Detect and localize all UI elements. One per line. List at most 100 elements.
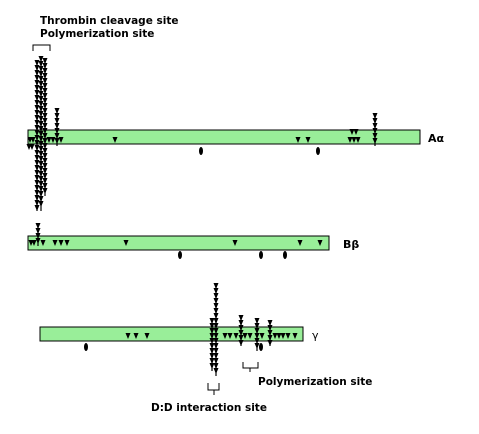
arrow-marker bbox=[54, 108, 60, 114]
arrow-marker bbox=[372, 113, 378, 119]
arrow-marker bbox=[209, 323, 215, 329]
arrow-marker bbox=[42, 58, 48, 64]
arrow-marker bbox=[209, 328, 215, 334]
arrow-marker bbox=[238, 325, 244, 331]
arrow-marker bbox=[38, 91, 44, 97]
arrow-marker bbox=[38, 121, 44, 127]
oval-marker bbox=[84, 343, 88, 351]
arrow-marker bbox=[34, 95, 40, 101]
arrow-marker bbox=[34, 115, 40, 121]
oval-marker bbox=[178, 251, 182, 259]
arrow-marker bbox=[34, 155, 40, 161]
arrow-marker bbox=[38, 81, 44, 87]
arrow-marker bbox=[213, 293, 219, 299]
arrow-marker bbox=[42, 63, 48, 69]
arrow-marker bbox=[292, 333, 298, 339]
oval-marker bbox=[283, 251, 287, 259]
arrow-marker bbox=[34, 60, 40, 66]
arrow-marker bbox=[254, 328, 260, 334]
arrow-marker bbox=[34, 190, 40, 196]
arrow-marker bbox=[233, 333, 239, 339]
a-alpha-chain-label: Aα bbox=[428, 132, 445, 145]
dd-interaction-label: D:D interaction site bbox=[151, 402, 267, 414]
arrow-marker bbox=[42, 188, 48, 194]
arrow-marker bbox=[372, 138, 378, 144]
arrow-marker bbox=[254, 323, 260, 329]
arrow-marker bbox=[38, 176, 44, 182]
arrow-marker bbox=[42, 183, 48, 189]
arrow-marker bbox=[38, 166, 44, 172]
arrow-marker bbox=[213, 303, 219, 309]
arrow-marker bbox=[34, 175, 40, 181]
arrow-marker bbox=[38, 106, 44, 112]
arrow-marker bbox=[34, 195, 40, 201]
arrow-marker bbox=[38, 151, 44, 157]
b-beta-chain-label: Bβ bbox=[343, 238, 359, 251]
arrow-marker bbox=[42, 88, 48, 94]
arrow-marker bbox=[42, 123, 48, 129]
arrow-marker bbox=[254, 318, 260, 324]
arrow-marker bbox=[38, 136, 44, 142]
arrow-marker bbox=[50, 137, 56, 143]
arrow-marker bbox=[38, 181, 44, 187]
arrow-marker bbox=[238, 335, 244, 341]
arrow-marker bbox=[238, 315, 244, 321]
arrow-marker bbox=[42, 93, 48, 99]
arrow-marker bbox=[317, 240, 323, 246]
arrow-marker bbox=[112, 137, 118, 143]
arrow-marker bbox=[54, 123, 60, 129]
arrow-marker bbox=[34, 100, 40, 106]
arrow-marker bbox=[42, 178, 48, 184]
arrow-marker bbox=[242, 333, 248, 339]
arrow-marker bbox=[305, 137, 311, 143]
arrow-marker bbox=[34, 160, 40, 166]
arrow-marker bbox=[42, 73, 48, 79]
arrow-marker bbox=[42, 168, 48, 174]
arrow-marker bbox=[34, 205, 40, 211]
arrow-marker bbox=[372, 133, 378, 139]
arrow-marker bbox=[34, 200, 40, 206]
arrow-marker bbox=[38, 171, 44, 177]
arrow-marker bbox=[209, 363, 215, 369]
arrow-marker bbox=[213, 338, 219, 344]
arrow-marker bbox=[38, 196, 44, 202]
arrow-marker bbox=[29, 144, 35, 150]
thrombin-cleavage-label: Thrombin cleavage site bbox=[40, 15, 178, 27]
arrow-marker bbox=[285, 333, 291, 339]
oval-marker bbox=[316, 147, 320, 155]
arrow-marker bbox=[247, 333, 253, 339]
arrow-marker bbox=[238, 340, 244, 346]
arrow-marker bbox=[34, 65, 40, 71]
arrow-marker bbox=[372, 128, 378, 134]
arrow-marker bbox=[267, 325, 273, 331]
arrow-marker bbox=[133, 333, 139, 339]
arrow-marker bbox=[30, 137, 36, 143]
arrow-marker bbox=[267, 320, 273, 326]
polymerization-top-label: Polymerization site bbox=[40, 28, 154, 40]
arrow-marker bbox=[42, 108, 48, 114]
arrow-marker bbox=[213, 288, 219, 294]
arrow-marker bbox=[42, 158, 48, 164]
arrow-marker bbox=[213, 358, 219, 364]
arrow-marker bbox=[38, 131, 44, 137]
arrow-marker bbox=[372, 118, 378, 124]
arrow-marker bbox=[38, 61, 44, 67]
arrow-marker bbox=[209, 338, 215, 344]
arrow-marker bbox=[209, 343, 215, 349]
arrow-marker bbox=[238, 320, 244, 326]
arrow-marker bbox=[213, 313, 219, 319]
arrow-marker bbox=[34, 140, 40, 146]
arrow-marker bbox=[209, 358, 215, 364]
arrow-marker bbox=[213, 308, 219, 314]
arrow-marker bbox=[213, 323, 219, 329]
arrow-marker bbox=[276, 333, 282, 339]
arrow-marker bbox=[38, 126, 44, 132]
oval-marker bbox=[259, 343, 263, 351]
arrow-marker bbox=[38, 191, 44, 197]
arrow-marker bbox=[38, 101, 44, 107]
arrow-marker bbox=[34, 90, 40, 96]
arrow-marker bbox=[267, 335, 273, 341]
arrow-marker bbox=[31, 240, 37, 246]
arrow-marker bbox=[38, 146, 44, 152]
